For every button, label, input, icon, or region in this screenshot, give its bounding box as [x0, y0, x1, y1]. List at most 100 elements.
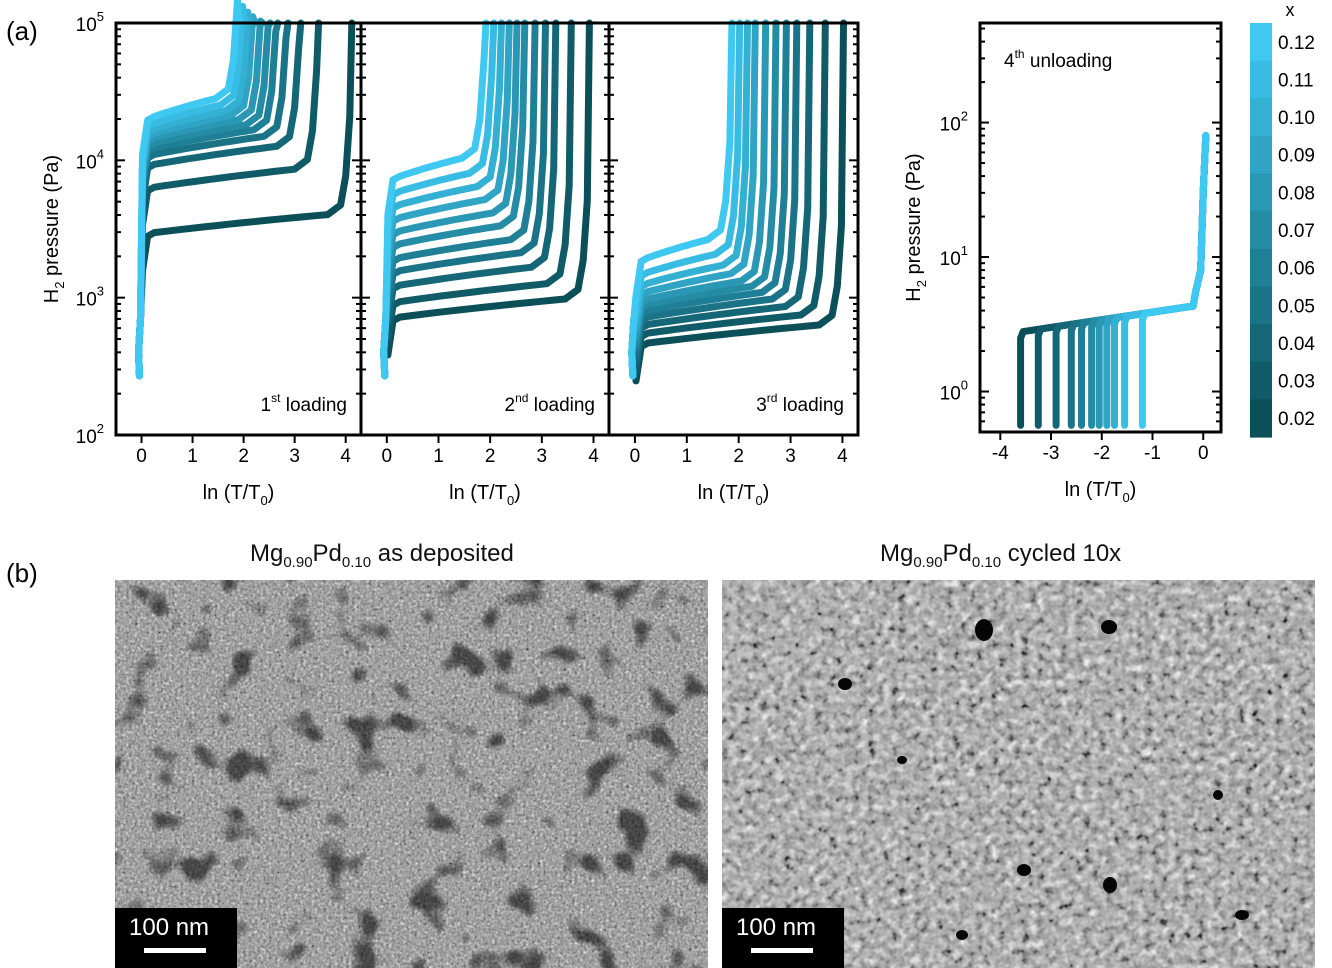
colorbar-segment	[1250, 60, 1272, 99]
series-line-x-0.04	[135, 19, 305, 380]
x-axis-label: ln (T/T0)	[698, 482, 770, 508]
y-tick-exponent: 3	[97, 284, 104, 299]
x-label-subscript: 0	[260, 493, 267, 508]
y-tick-exponent: 2	[97, 421, 104, 436]
x-tick-label: 0	[1198, 443, 1209, 464]
y-tick-exponent: 2	[961, 109, 968, 124]
colorbar-label: x	[1286, 0, 1295, 20]
x-tick-label: 2	[238, 446, 249, 467]
x-label-close: )	[1130, 479, 1137, 501]
panel-annotation: 2nd loading	[505, 391, 596, 416]
x-tick-label: 4	[340, 446, 351, 467]
x-label-subscript: 0	[1122, 490, 1129, 505]
series-group	[135, 0, 356, 380]
colorbar-tick-label: 0.04	[1278, 334, 1315, 355]
x-tick-label: 1	[433, 446, 444, 467]
panel-label-b: (b)	[6, 558, 38, 588]
annotation-suffix: th	[1015, 47, 1025, 61]
x-axis-label: ln (T/T0)	[203, 482, 275, 508]
y-tick-base: 10	[940, 384, 961, 405]
tem-image-cycled: 100 nm	[722, 580, 1315, 968]
colorbar-segment	[1250, 173, 1272, 212]
x-label-main: ln (T/T	[203, 482, 261, 504]
y-label-subscript: 2	[52, 282, 67, 289]
x-tick-label: 4	[837, 446, 848, 467]
y-tick-label: 101	[940, 243, 968, 270]
colorbar-segment	[1250, 98, 1272, 137]
x-tick-label: 0	[630, 446, 641, 467]
y-tick-base: 10	[76, 290, 97, 311]
y-tick-exponent: 5	[97, 9, 104, 24]
y-tick-exponent: 0	[961, 378, 968, 393]
annotation-text: loading	[777, 395, 844, 416]
scalebar-cycled: 100 nm	[722, 908, 844, 968]
annotation-number: 1	[261, 395, 272, 416]
y-tick-base: 10	[940, 115, 961, 136]
y-label-rest: pressure (Pa)	[41, 155, 63, 282]
dark-pores	[838, 619, 1249, 940]
colorbar-tick-label: 0.06	[1278, 259, 1315, 280]
annotation-text: unloading	[1025, 51, 1113, 72]
x-tick-label: 0	[382, 446, 393, 467]
tem-title-cycled: Mg0.90Pd0.10 cycled 10x	[880, 540, 1122, 571]
plot-frame	[607, 21, 860, 437]
scalebar-line	[751, 948, 813, 953]
x-tick-label: 1	[682, 446, 693, 467]
colorbar-segment	[1250, 399, 1272, 438]
y-tick-base: 10	[940, 249, 961, 270]
x-tick-label: 1	[187, 446, 198, 467]
y-tick-label: 103	[76, 284, 104, 311]
colorbar-tick-label: 0.05	[1278, 296, 1315, 317]
colorbar-tick-label: 0.02	[1278, 409, 1315, 430]
colorbar-segment	[1250, 361, 1272, 400]
annotation-number: 2	[505, 395, 516, 416]
x-tick-label: -3	[1043, 443, 1060, 464]
annotation-suffix: rd	[767, 391, 778, 405]
y-label-main: H	[41, 289, 63, 303]
x-label-close: )	[268, 482, 275, 504]
annotation-number: 4	[1004, 51, 1015, 72]
y-tick-label: 105	[76, 9, 104, 36]
colorbar-tick-label: 0.03	[1278, 372, 1315, 393]
series-line-x-0.12	[380, 19, 490, 380]
y-tick-label: 104	[76, 146, 104, 173]
annotation-number: 3	[756, 395, 767, 416]
annotation-text: loading	[280, 395, 347, 416]
x-label-main: ln (T/T	[1065, 479, 1123, 501]
series-line-x-0.12	[135, 0, 243, 380]
series-line-x-0.02	[135, 19, 356, 380]
annotation-text: loading	[528, 395, 595, 416]
scalebar-label: 100 nm	[736, 914, 817, 941]
colorbar-segment	[1250, 248, 1272, 288]
x-tick-label: 3	[785, 446, 796, 467]
y-tick-base: 10	[76, 427, 97, 448]
series-line-x-0.12	[628, 19, 736, 380]
x-tick-label: 2	[485, 446, 496, 467]
y-tick-label: 102	[76, 421, 104, 448]
panel-annotation: 3rd loading	[756, 391, 844, 416]
series-group	[1017, 132, 1210, 429]
y-label-rest: pressure (Pa)	[903, 153, 925, 280]
plot-frame	[978, 21, 1223, 434]
y-axis-label: H2 pressure (Pa)	[41, 155, 67, 303]
y-tick-base: 10	[76, 15, 97, 36]
x-tick-label: 4	[588, 446, 599, 467]
y-tick-label: 102	[940, 109, 968, 136]
x-tick-label: -2	[1093, 443, 1110, 464]
y-tick-label: 100	[940, 378, 968, 405]
y-tick-base: 10	[76, 152, 97, 173]
panel-annotation: 1st loading	[261, 391, 347, 416]
y-label-subscript: 2	[914, 280, 929, 287]
x-label-close: )	[514, 482, 521, 504]
x-label-close: )	[763, 482, 770, 504]
panel-annotation: 4th unloading	[1004, 47, 1112, 72]
y-tick-exponent: 4	[97, 146, 104, 161]
y-axis-label: H2 pressure (Pa)	[903, 153, 929, 301]
x-axis-label: ln (T/T0)	[449, 482, 521, 508]
scalebar-deposited: 100 nm	[115, 908, 237, 968]
colorbar-tick-label: 0.07	[1278, 221, 1315, 242]
